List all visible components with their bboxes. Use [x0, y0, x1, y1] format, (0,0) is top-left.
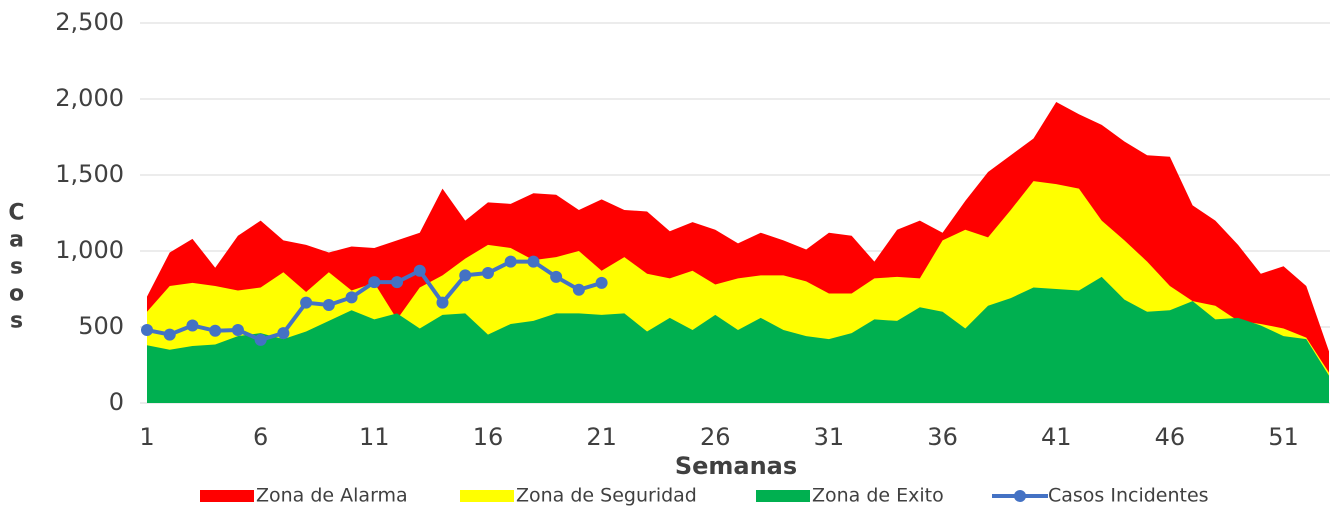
- marker: [572, 283, 585, 296]
- x-tick-label: 6: [253, 423, 268, 451]
- legend-label: Casos Incidentes: [1048, 485, 1209, 507]
- marker: [550, 270, 563, 283]
- x-tick-label: 16: [473, 423, 504, 451]
- marker: [413, 264, 426, 277]
- legend-swatch: [1014, 490, 1026, 502]
- marker: [277, 327, 290, 340]
- marker: [436, 296, 449, 309]
- marker: [322, 298, 335, 311]
- x-tick-label: 41: [1041, 423, 1072, 451]
- area: [147, 276, 1329, 403]
- legend-label: Zona de Exito: [812, 485, 944, 507]
- x-tick-label: 51: [1268, 423, 1299, 451]
- y-tick-label: 500: [78, 312, 124, 340]
- x-tick-label: 11: [359, 423, 390, 451]
- x-tick-label: 31: [814, 423, 845, 451]
- marker: [595, 276, 608, 289]
- marker: [186, 319, 199, 332]
- marker: [391, 276, 404, 289]
- marker: [504, 255, 517, 268]
- y-tick-label: 2,500: [55, 8, 124, 36]
- legend-label: Zona de Seguridad: [516, 485, 697, 507]
- x-axis-label: Semanas: [675, 452, 797, 480]
- marker: [163, 328, 176, 341]
- marker: [481, 267, 494, 280]
- legend-swatch: [200, 490, 254, 502]
- marker: [368, 276, 381, 289]
- legend-label: Zona de Alarma: [256, 485, 408, 507]
- y-tick-label: 2,000: [55, 84, 124, 112]
- x-tick-label: 46: [1155, 423, 1186, 451]
- x-tick-label: 26: [700, 423, 731, 451]
- marker: [345, 291, 358, 304]
- marker: [209, 324, 222, 337]
- marker: [141, 324, 153, 337]
- marker: [527, 255, 540, 268]
- marker: [459, 269, 472, 282]
- legend-swatch: [756, 490, 810, 502]
- marker: [231, 324, 244, 337]
- marker: [254, 333, 267, 346]
- x-tick-label: 21: [586, 423, 617, 451]
- x-tick-label: 36: [927, 423, 958, 451]
- legend-swatch: [460, 490, 514, 502]
- y-tick-label: 0: [109, 388, 124, 416]
- marker: [300, 296, 313, 309]
- x-tick-label: 1: [139, 423, 154, 451]
- y-axis-label: Casos: [4, 201, 29, 336]
- y-tick-label: 1,500: [55, 160, 124, 188]
- y-tick-label: 1,000: [55, 236, 124, 264]
